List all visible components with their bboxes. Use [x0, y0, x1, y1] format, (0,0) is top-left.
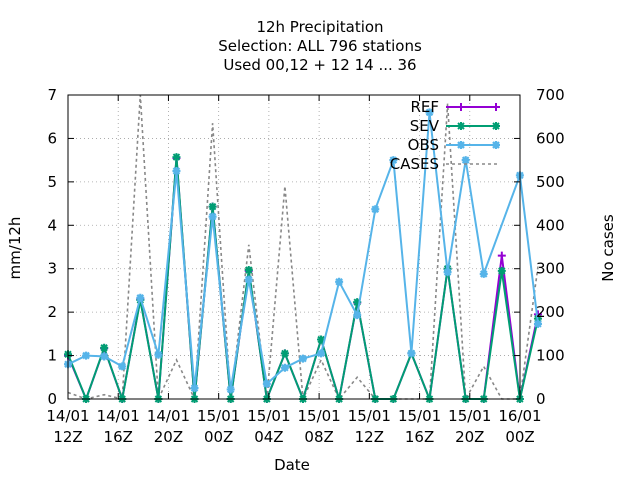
y2-tick-label: 200 — [536, 303, 565, 321]
data-point — [390, 157, 396, 163]
data-point — [318, 350, 324, 356]
data-point — [280, 349, 289, 358]
data-point — [246, 277, 252, 283]
x-tick-label-hour: 16Z — [405, 428, 434, 446]
y2-tick-label: 600 — [536, 129, 565, 147]
data-point — [228, 386, 234, 392]
chart-title-line-1: 12h Precipitation — [256, 18, 384, 36]
data-point — [372, 206, 378, 212]
x-tick-label-hour: 04Z — [254, 428, 283, 446]
data-point — [492, 103, 500, 111]
data-point — [101, 353, 107, 359]
legend-label-ref: REF — [410, 98, 439, 116]
x-tick-label-hour: 16Z — [104, 428, 133, 446]
data-point — [208, 202, 217, 211]
data-point — [155, 352, 161, 358]
x-tick-label-date: 14/01 — [46, 407, 89, 425]
legend-label-sev: SEV — [410, 117, 440, 135]
data-point — [493, 142, 499, 148]
legend-label-obs: OBS — [408, 136, 439, 154]
y-tick-label: 2 — [47, 303, 57, 321]
x-tick-label-date: 15/01 — [348, 407, 391, 425]
data-point — [458, 142, 464, 148]
data-point — [481, 271, 487, 277]
data-point — [282, 365, 288, 371]
x-tick-label-date: 15/01 — [448, 407, 491, 425]
y-tick-label: 4 — [47, 216, 57, 234]
x-tick-label-date: 14/01 — [147, 407, 190, 425]
x-axis-label: Date — [274, 456, 310, 474]
data-point — [137, 295, 143, 301]
y-tick-label: 0 — [47, 390, 57, 408]
data-point — [317, 335, 326, 344]
data-point — [354, 312, 360, 318]
data-point — [457, 122, 465, 130]
data-point — [119, 363, 125, 369]
data-point — [535, 321, 541, 327]
data-point — [492, 122, 500, 130]
data-point — [264, 381, 270, 387]
data-point — [100, 343, 109, 352]
x-tick-label-date: 15/01 — [297, 407, 340, 425]
y-tick-label: 7 — [47, 86, 57, 104]
y-axis-label: mm/12h — [6, 217, 24, 280]
series-obs — [64, 108, 542, 394]
chart-title-line-2: Selection: ALL 796 stations — [218, 37, 422, 55]
x-tick-label-date: 15/01 — [247, 407, 290, 425]
y-tick-label: 1 — [47, 347, 57, 365]
axes: 0 1 2 3 4 5 6 7 0 100 200 300 400 500 600 700 14/01 12Z 14… — [46, 86, 564, 446]
data-point — [497, 266, 506, 275]
data-point — [408, 350, 414, 356]
legend-label-cases: CASES — [390, 155, 439, 173]
series-cases — [67, 94, 539, 403]
data-point — [445, 269, 451, 275]
data-point — [457, 103, 465, 111]
plot-frame — [67, 94, 521, 400]
data-point — [463, 157, 469, 163]
x-tick-label-hour: 20Z — [455, 428, 484, 446]
y2-tick-label: 400 — [536, 216, 565, 234]
data-point — [83, 353, 89, 359]
y-tick-label: 3 — [47, 260, 57, 278]
y2-tick-label: 500 — [536, 173, 565, 191]
y2-tick-label: 0 — [536, 390, 546, 408]
y-tick-label: 6 — [47, 129, 57, 147]
data-point — [173, 168, 179, 174]
series-line-obs — [67, 112, 539, 390]
data-point — [336, 279, 342, 285]
data-point — [497, 251, 506, 260]
x-tick-label-date: 14/01 — [97, 407, 140, 425]
data-point — [192, 385, 198, 391]
data-point — [172, 153, 181, 162]
series-line-cases — [67, 94, 539, 403]
data-point — [210, 214, 216, 220]
x-tick-label-hour: 00Z — [505, 428, 534, 446]
data-point — [353, 298, 362, 307]
series-layer — [64, 94, 542, 403]
y2-tick-label: 100 — [536, 347, 565, 365]
chart-title-line-3: Used 00,12 + 12 14 ... 36 — [223, 56, 417, 74]
x-tick-label-hour: 00Z — [204, 428, 233, 446]
y2-tick-label: 300 — [536, 260, 565, 278]
data-point — [427, 109, 433, 115]
x-tick-label-date: 15/01 — [197, 407, 240, 425]
y-tick-label: 5 — [47, 173, 57, 191]
x-tick-label-hour: 20Z — [154, 428, 183, 446]
data-point — [300, 356, 306, 362]
y2-tick-label: 700 — [536, 86, 565, 104]
data-point — [244, 266, 253, 275]
series-line-ref — [67, 157, 539, 403]
x-tick-label-hour: 12Z — [53, 428, 82, 446]
x-tick-label-hour: 12Z — [355, 428, 384, 446]
y2-axis-label: No cases — [599, 214, 617, 282]
x-tick-label-hour: 08Z — [304, 428, 333, 446]
series-line-sev — [67, 157, 539, 403]
x-tick-label-date: 16/01 — [498, 407, 541, 425]
x-tick-label-date: 15/01 — [398, 407, 441, 425]
